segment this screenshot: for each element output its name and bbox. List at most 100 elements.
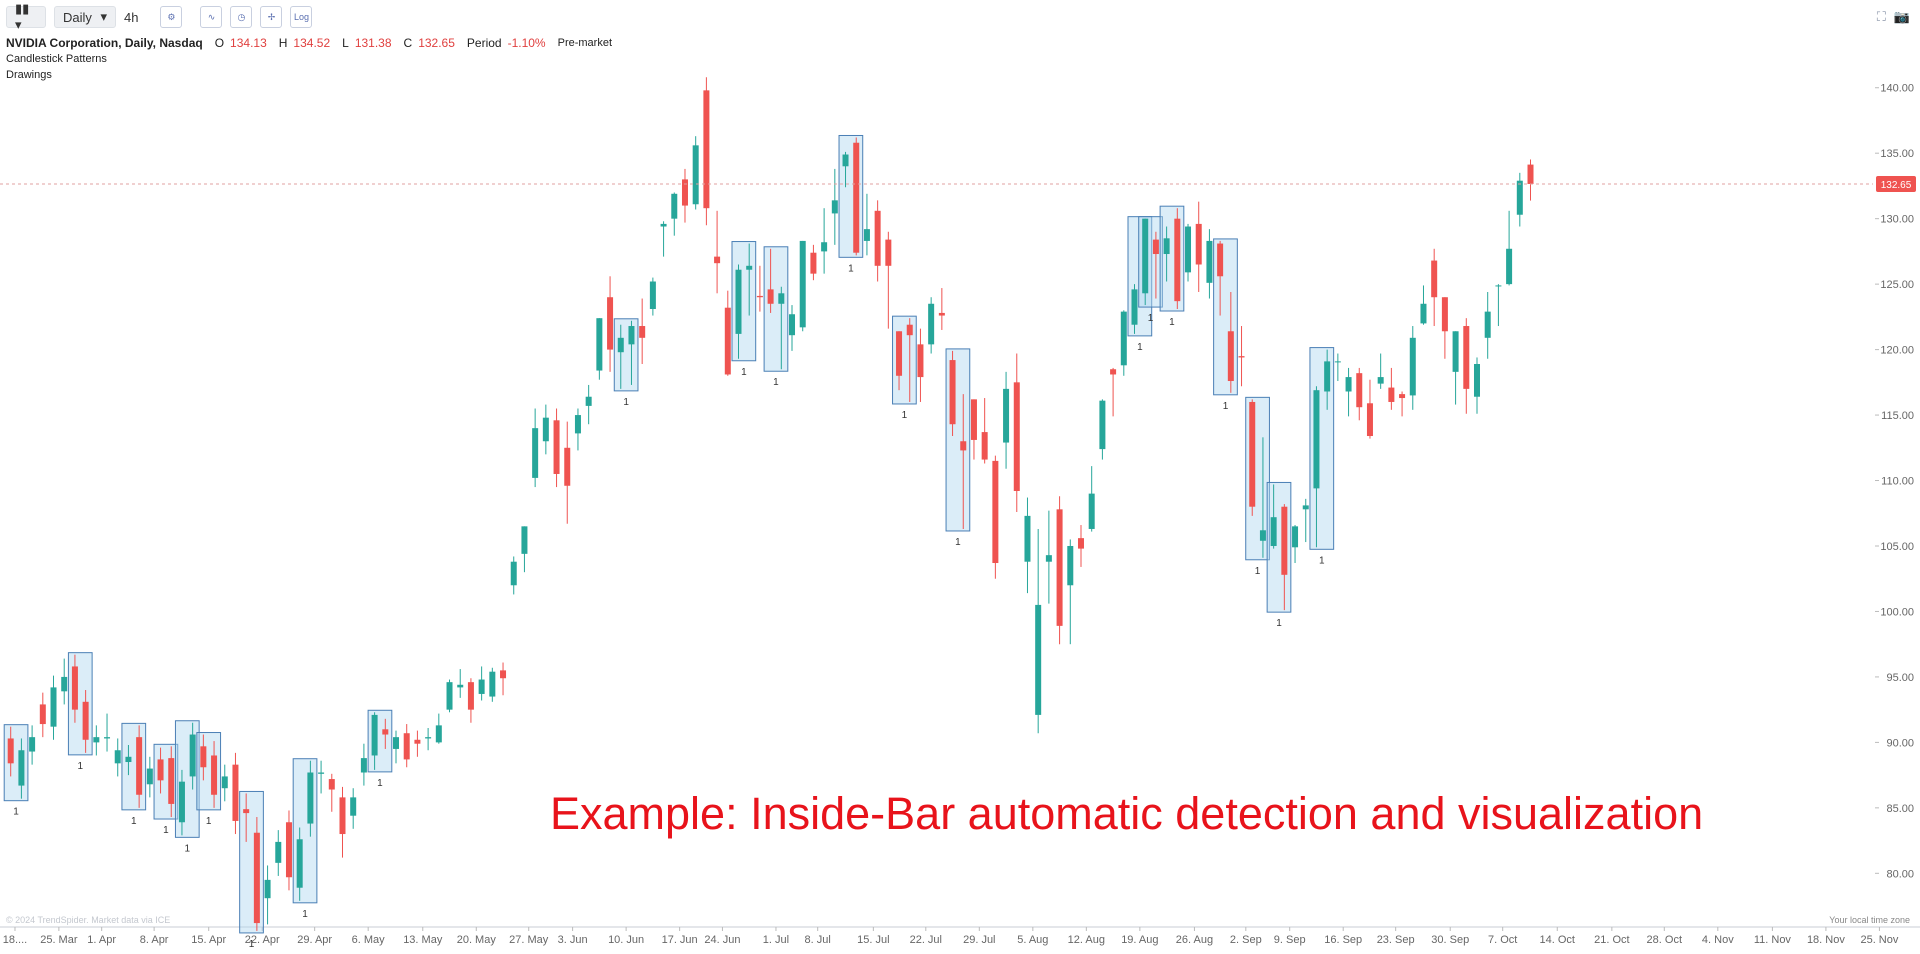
candle-body — [136, 737, 143, 795]
layout-button[interactable]: ▮▮ ▾ — [6, 1, 46, 32]
crosshair-button[interactable]: ✢ — [260, 6, 283, 28]
candle-body — [296, 839, 303, 888]
candle-body — [628, 326, 635, 345]
low-label: L — [342, 35, 349, 50]
candle-body — [1067, 545, 1074, 586]
candle-body — [221, 776, 228, 789]
y-tick-label: 95.00 — [1886, 672, 1914, 684]
candle-body — [810, 252, 817, 274]
candle-body — [146, 768, 153, 785]
y-tick-label: 115.00 — [1881, 410, 1914, 422]
open-label: O — [214, 35, 225, 50]
candle-body — [414, 739, 421, 744]
x-tick-label: 26. Aug — [1176, 934, 1213, 946]
candle-body — [574, 415, 581, 434]
x-tick-label: 8. Jul — [805, 934, 831, 946]
candle-body — [735, 269, 742, 334]
candle-body — [510, 561, 517, 586]
x-tick-label: 15. Apr — [191, 934, 226, 946]
x-tick-label: 14. Oct — [1540, 934, 1575, 946]
candle-body — [681, 179, 688, 206]
indicator[interactable]: Candlestick Patterns — [6, 53, 107, 65]
candle-body — [253, 832, 260, 924]
candle-body — [360, 758, 367, 773]
candle-body — [500, 670, 507, 679]
clock-button[interactable]: ◷ — [230, 6, 253, 28]
alt-interval[interactable]: 4h — [124, 9, 139, 25]
x-tick-label: 23. Sep — [1377, 934, 1415, 946]
pattern-label: 1 — [623, 397, 629, 408]
candle-body — [1045, 555, 1052, 562]
pattern-label: 1 — [13, 807, 19, 818]
candle-body — [1110, 369, 1117, 375]
candle-body — [1227, 331, 1234, 382]
candle-body — [457, 684, 464, 688]
candle-body — [970, 399, 977, 440]
candle-body — [243, 809, 250, 814]
y-tick-label: 130.00 — [1880, 214, 1914, 226]
x-tick-label: 10. Jun — [608, 934, 644, 946]
candle-body — [1313, 390, 1320, 489]
candle-body — [1409, 337, 1416, 396]
candle-body — [1270, 517, 1277, 546]
footer-timezone: Your local time zone — [1829, 915, 1910, 925]
candle-body — [7, 738, 14, 764]
candle-body — [714, 256, 721, 264]
candle-body — [93, 737, 100, 743]
candle-body — [660, 223, 667, 227]
candle-body — [532, 428, 539, 478]
candle-body — [853, 142, 860, 253]
candle-body — [1281, 506, 1288, 575]
candle-body — [938, 312, 945, 316]
period-change: -1.10% — [507, 35, 546, 50]
candle-body — [1238, 356, 1245, 358]
pattern-label: 1 — [1148, 313, 1154, 324]
snapshot-button[interactable]: 📷 — [1893, 9, 1910, 24]
candle-body — [1259, 530, 1266, 541]
candle-body — [542, 417, 549, 442]
x-tick-label: 28. Oct — [1647, 934, 1682, 946]
y-tick-label: 110.00 — [1881, 476, 1914, 488]
pattern-label: 1 — [1223, 401, 1229, 412]
pattern-label: 1 — [163, 825, 169, 836]
candle-body — [1399, 394, 1406, 399]
pattern-label: 1 — [1319, 555, 1325, 566]
x-tick-label: 5. Aug — [1017, 934, 1048, 946]
log-button[interactable]: Log — [290, 6, 313, 28]
indicator[interactable]: Drawings — [6, 69, 52, 81]
candle-body — [1024, 515, 1031, 562]
candle-body — [82, 701, 89, 740]
y-tick-label: 80.00 — [1886, 868, 1914, 880]
indicator-button[interactable]: ∿ — [200, 6, 223, 28]
candle-body — [521, 526, 528, 554]
candle-body — [446, 682, 453, 710]
candle-body — [585, 396, 592, 406]
legend: NVIDIA Corporation, Daily, Nasdaq O 134.1… — [6, 34, 612, 83]
candle-body — [1088, 493, 1095, 529]
candle-body — [71, 666, 78, 710]
candle-body — [863, 229, 870, 241]
candle-body — [318, 772, 325, 774]
candle-body — [1077, 538, 1084, 549]
fullscreen-button[interactable]: ⛶ — [1876, 9, 1886, 24]
candle-body — [1495, 285, 1502, 287]
x-tick-label: 22. Apr — [245, 934, 280, 946]
x-tick-label: 25. Mar — [40, 934, 78, 946]
candle-body — [1345, 377, 1352, 392]
y-tick-label: 90.00 — [1886, 737, 1914, 749]
candle-body — [1356, 373, 1363, 408]
candle-body — [1366, 403, 1373, 437]
x-tick-label: 22. Jul — [910, 934, 942, 946]
candle-body — [767, 289, 774, 304]
settings-button[interactable]: ⚙ — [160, 6, 183, 28]
candle-body — [489, 671, 496, 697]
interval-select[interactable]: Daily ▾ — [54, 6, 116, 28]
annotation: Example: Inside-Bar automatic detection … — [550, 788, 1703, 839]
candle-body — [671, 193, 678, 219]
candle-body — [1473, 363, 1480, 397]
footer-credit: © 2024 TrendSpider. Market data via ICE — [6, 915, 170, 925]
toolbar: ▮▮ ▾ Daily ▾ 4h ⚙ ∿ ◷ ✢ Log ⛶ 📷 — [0, 0, 1920, 34]
candle-body — [1431, 260, 1438, 298]
candle-body — [1185, 226, 1192, 273]
candle-body — [874, 210, 881, 266]
